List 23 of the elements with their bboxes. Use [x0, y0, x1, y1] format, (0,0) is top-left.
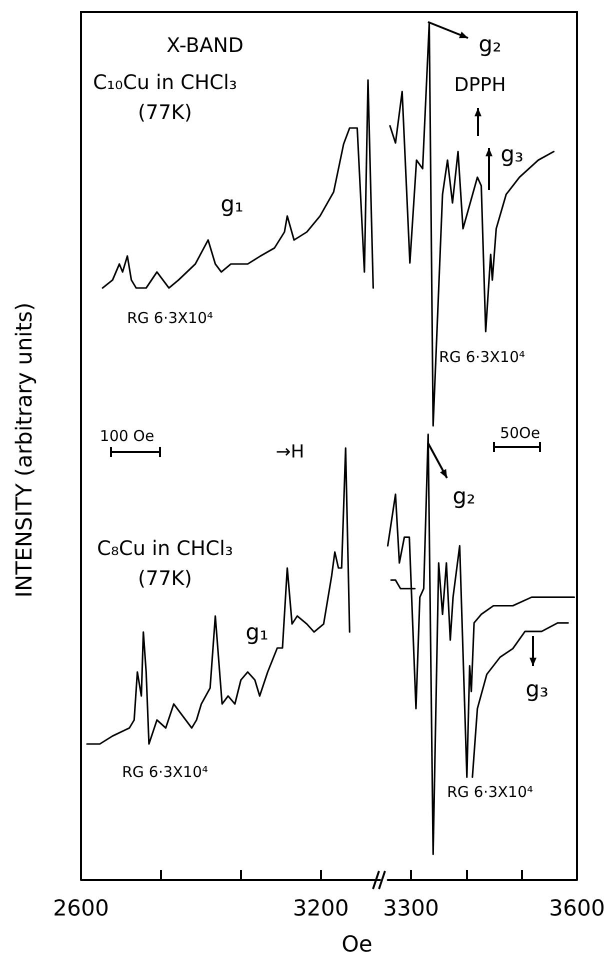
- annotation: C₈Cu in CHCl₃ (77K): [96, 536, 234, 590]
- annotation: g₂: [478, 32, 502, 58]
- text: X-BAND: [166, 33, 244, 57]
- annotation: DPPH: [454, 74, 506, 96]
- annotation: RG 6·3X10⁴: [122, 763, 208, 781]
- annotation: C₁₀Cu in CHCl₃ (77K): [92, 70, 238, 124]
- annotation: 50Oe: [500, 424, 540, 442]
- annotation: 100 Oe: [100, 427, 154, 445]
- annotation: RG 6·3X10⁴: [446, 783, 534, 801]
- annotation: RG 6·3X10⁴: [438, 348, 526, 366]
- annotation: g₁: [246, 620, 268, 646]
- x-axis-title: Oe: [342, 932, 372, 958]
- annotation: g₁: [220, 192, 244, 218]
- annotation: →H: [276, 442, 304, 462]
- x-tick-label: 2600: [53, 896, 109, 922]
- x-tick-label: 3600: [549, 896, 605, 922]
- annotation: RG 6·3X10⁴: [126, 309, 214, 327]
- annotation: g₃: [500, 142, 524, 168]
- y-axis-title: INTENSITY (arbitrary units): [12, 302, 38, 598]
- annotation: g₂: [452, 484, 476, 510]
- x-tick-label: 3200: [292, 896, 349, 922]
- annotation: g₃: [526, 678, 548, 702]
- x-tick-label: 3300: [382, 896, 439, 922]
